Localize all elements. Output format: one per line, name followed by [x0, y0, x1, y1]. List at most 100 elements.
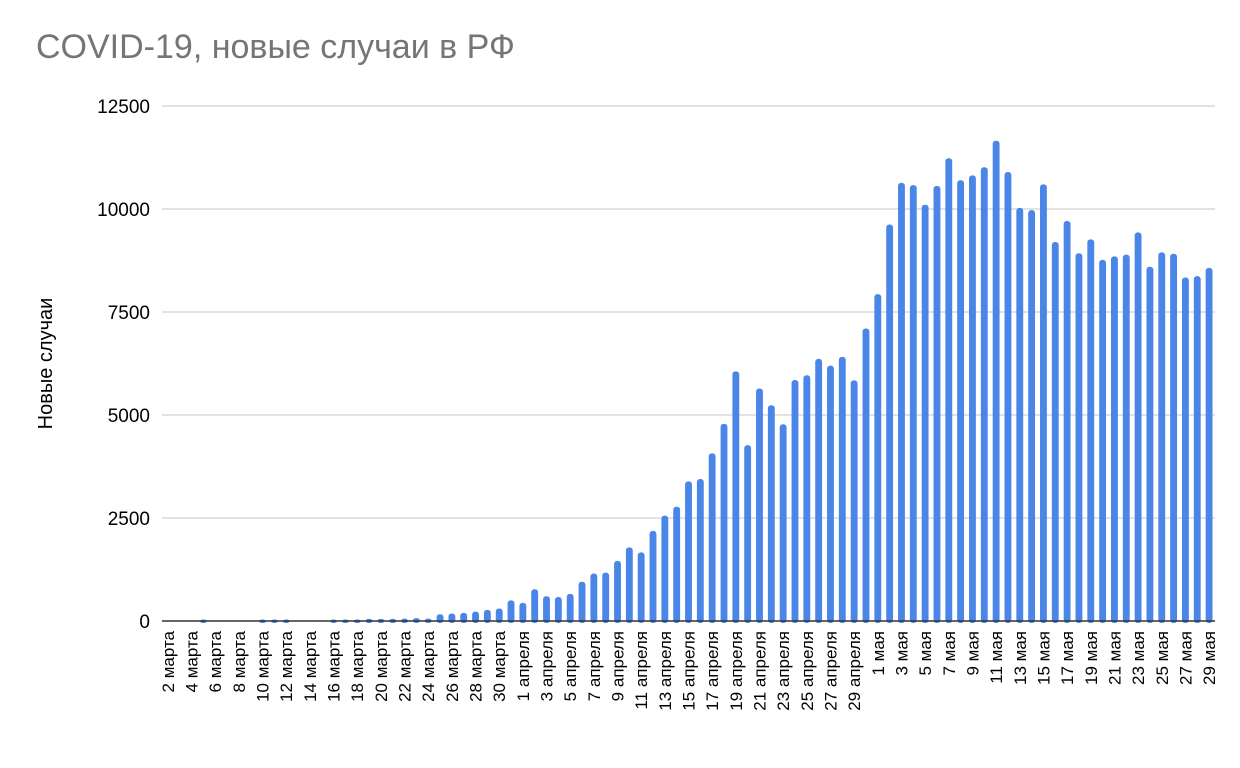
y-tick-label: 5000: [108, 406, 150, 427]
bar: [921, 204, 929, 623]
bar: [602, 572, 610, 623]
bar: [898, 182, 905, 623]
bar: [720, 423, 728, 623]
bars: [199, 140, 1213, 624]
x-tick-label: 7 мая: [940, 631, 959, 676]
y-axis-ticks: 0 2500 5000 7500 10000 12500: [97, 97, 150, 633]
bar: [992, 140, 1000, 623]
bar: [827, 365, 834, 623]
x-tick-label: 14 марта: [301, 630, 320, 701]
x-tick-label: 25 мая: [1153, 631, 1172, 685]
x-axis-ticks: 2 марта 4 марта 6 марта 8 марта 10 марта 12 м…: [159, 630, 1219, 710]
x-tick-label: 13 мая: [1011, 631, 1030, 685]
bar: [637, 552, 645, 623]
bar: [850, 380, 858, 623]
x-tick-label: 16 марта: [325, 630, 344, 701]
bar: [1122, 254, 1130, 623]
bar: [744, 445, 752, 623]
y-tick-label: 10000: [97, 200, 150, 221]
bar: [1063, 220, 1071, 623]
x-tick-label: 21 мая: [1105, 631, 1124, 685]
x-tick-label: 12 марта: [277, 630, 296, 701]
bar: [1158, 252, 1166, 623]
bar: [1170, 253, 1178, 623]
bar: [815, 358, 823, 623]
bar: [614, 560, 621, 623]
x-tick-label: 5 апреля: [561, 631, 580, 701]
bar: [685, 481, 692, 623]
bar: [566, 593, 574, 623]
bar: [1087, 239, 1095, 624]
bar: [732, 371, 740, 623]
bar: [791, 380, 799, 623]
x-tick-label: 27 мая: [1176, 631, 1195, 685]
x-tick-label: 23 апреля: [774, 631, 793, 711]
x-tick-label: 22 марта: [396, 630, 415, 701]
x-tick-label: 27 апреля: [821, 631, 840, 711]
x-tick-label: 3 мая: [892, 631, 911, 676]
bar: [472, 611, 479, 623]
x-tick-label: 6 марта: [206, 630, 225, 692]
gridlines: [162, 105, 1215, 519]
bar: [1040, 184, 1047, 623]
x-tick-label: 15 апреля: [680, 631, 699, 711]
y-tick-label: 12500: [97, 97, 150, 118]
bar: [696, 478, 704, 623]
x-tick-label: 29 мая: [1200, 631, 1219, 685]
x-tick-label: 1 апреля: [514, 631, 533, 701]
x-tick-label: 11 апреля: [632, 631, 651, 710]
x-tick-label: 24 марта: [419, 630, 438, 701]
bar: [1205, 267, 1213, 623]
bar: [1134, 232, 1142, 623]
x-tick-label: 19 апреля: [727, 631, 746, 711]
bar: [590, 573, 598, 623]
bar: [708, 453, 716, 623]
bar: [909, 185, 917, 623]
bar: [1075, 253, 1083, 624]
y-tick-label: 7500: [108, 303, 150, 324]
x-tick-label: 20 марта: [372, 630, 391, 701]
x-tick-label: 29 апреля: [845, 631, 864, 711]
x-tick-label: 15 мая: [1034, 631, 1053, 685]
x-tick-label: 10 марта: [254, 630, 273, 701]
x-tick-label: 18 марта: [348, 630, 367, 701]
x-tick-label: 4 марта: [183, 630, 202, 692]
y-tick-label: 0: [139, 612, 150, 633]
bar: [531, 589, 539, 623]
bar: [756, 388, 763, 623]
x-tick-label: 8 марта: [230, 630, 249, 692]
bar: [483, 609, 491, 623]
bar: [578, 581, 586, 623]
bar: [1051, 241, 1059, 623]
bar: [543, 596, 550, 623]
x-tick-label: 17 мая: [1058, 631, 1077, 685]
x-tick-label: 9 апреля: [609, 631, 628, 701]
bar: [874, 294, 882, 623]
bar: [838, 356, 846, 623]
x-tick-label: 13 апреля: [656, 631, 675, 711]
bar: [1099, 259, 1107, 623]
x-tick-label: 5 мая: [916, 631, 935, 676]
bar: [803, 375, 811, 623]
chart-title: COVID-19, новые случаи в РФ: [36, 28, 515, 66]
bar: [779, 424, 787, 623]
bar: [945, 158, 953, 623]
bar: [980, 167, 988, 623]
x-tick-label: 17 апреля: [703, 631, 722, 711]
x-tick-label: 26 марта: [443, 630, 462, 701]
bar: [767, 405, 775, 623]
x-tick-label: 9 мая: [963, 631, 982, 676]
bar: [1181, 277, 1189, 623]
bar: [1004, 171, 1012, 624]
bar: [1028, 210, 1036, 623]
x-tick-label: 30 марта: [490, 630, 509, 701]
bar: [933, 185, 941, 624]
bar: [661, 515, 669, 623]
x-tick-label: 21 апреля: [750, 631, 769, 711]
y-tick-label: 2500: [108, 509, 150, 530]
bar: [957, 180, 965, 623]
x-tick-label: 2 марта: [159, 630, 178, 692]
y-axis-label: Новые случаи: [35, 298, 57, 430]
bar: [969, 175, 976, 623]
